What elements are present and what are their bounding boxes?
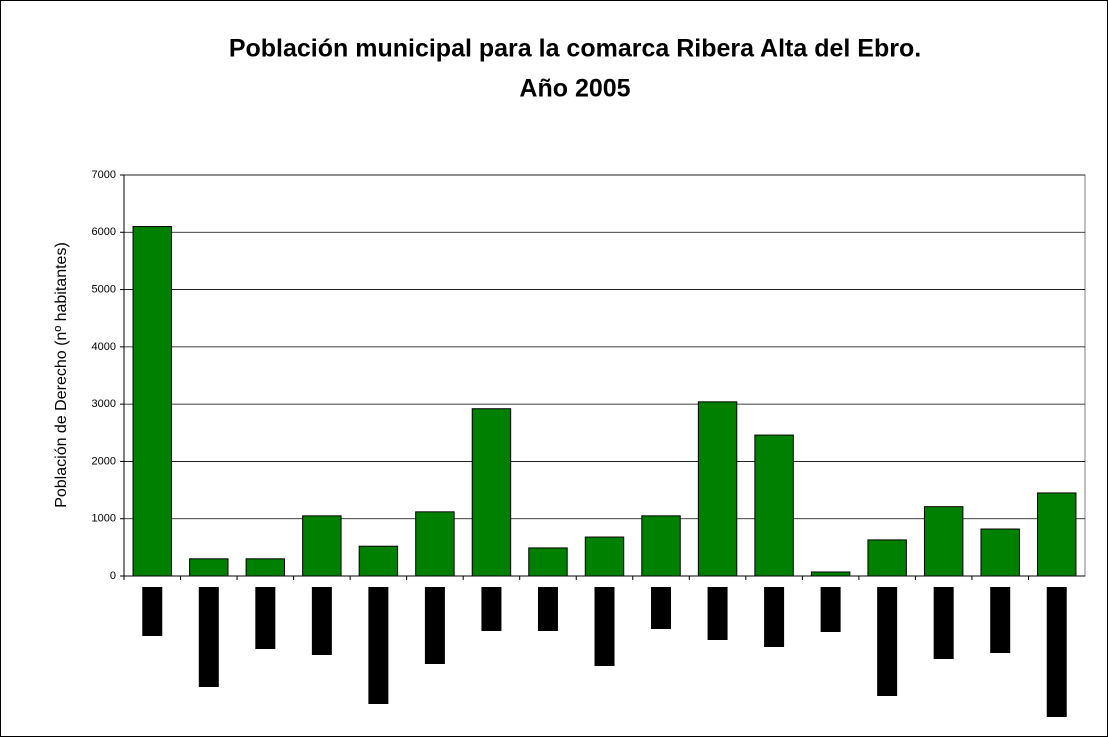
- redacted-label: [933, 587, 954, 659]
- redacted-label: [481, 587, 502, 631]
- redacted-label: [368, 587, 389, 704]
- y-tick-label: 6000: [92, 226, 116, 238]
- y-tick-label: 2000: [92, 455, 116, 467]
- bar: [302, 515, 342, 577]
- redacted-label: [990, 587, 1011, 653]
- redacted-label: [142, 587, 163, 636]
- redacted-label: [707, 587, 728, 640]
- bar: [867, 539, 907, 577]
- chart-title: Año 2005: [519, 75, 630, 103]
- redacted-label: [1046, 587, 1067, 717]
- redacted-label: [820, 587, 841, 632]
- bar: [584, 536, 625, 577]
- bar: [245, 558, 286, 577]
- redacted-label: [311, 587, 332, 655]
- bar: [471, 408, 512, 577]
- y-tick-label: 0: [110, 570, 116, 582]
- bar: [980, 528, 1020, 577]
- redacted-label: [255, 587, 276, 649]
- bar: [754, 434, 794, 577]
- redacted-label: [424, 587, 445, 664]
- redacted-label: [764, 587, 785, 647]
- y-tick-label: 3000: [92, 398, 116, 410]
- y-tick-label: 4000: [92, 341, 116, 353]
- bar: [415, 511, 455, 577]
- bar: [358, 545, 399, 577]
- y-tick-label: 7000: [92, 169, 116, 181]
- y-tick-label: 1000: [92, 513, 116, 525]
- redacted-label: [877, 587, 898, 696]
- y-axis-label: Población de Derecho (nº habitantes): [53, 242, 70, 508]
- bar: [1037, 492, 1077, 577]
- redacted-label: [594, 587, 615, 666]
- bar: [810, 571, 851, 577]
- bar: [189, 558, 229, 577]
- bar: [923, 506, 964, 577]
- bar: [528, 547, 568, 577]
- redacted-label: [198, 587, 219, 687]
- bar: [132, 226, 172, 577]
- chart-title: Población municipal para la comarca Ribe…: [229, 35, 921, 63]
- redacted-label: [537, 587, 558, 631]
- bar: [641, 515, 681, 577]
- redacted-label: [651, 587, 672, 629]
- bar: [697, 401, 738, 577]
- y-tick-label: 5000: [92, 283, 116, 295]
